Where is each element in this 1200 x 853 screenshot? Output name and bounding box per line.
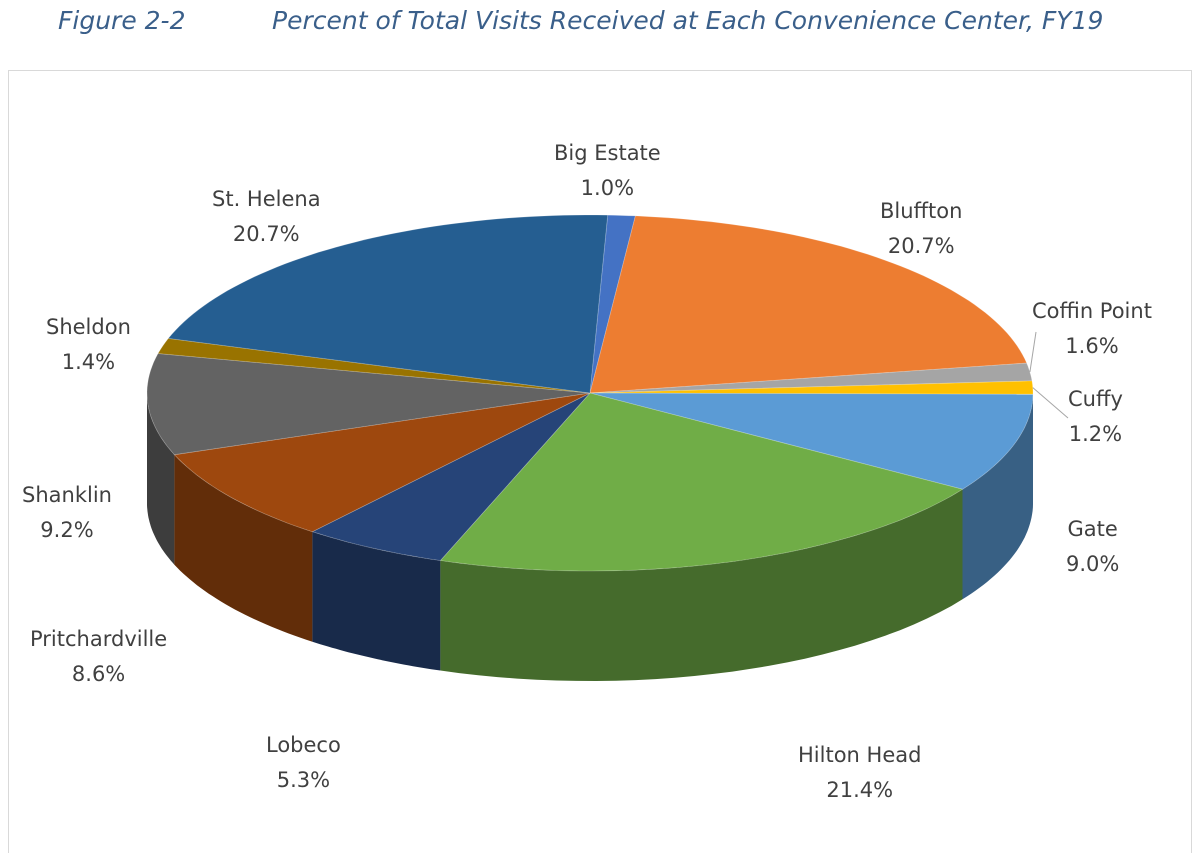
slice-value: 20.7%: [232, 222, 300, 246]
slice-side-gate: [962, 394, 1033, 600]
slice-gate: [589, 392, 1034, 490]
slice-name: Hilton Head: [798, 743, 922, 767]
slice-label-pritchardville: Pritchardville 8.6%: [30, 622, 167, 692]
chart-title: Percent of Total Visits Received at Each…: [272, 6, 1104, 35]
slice-label-hilton-head: Hilton Head 21.4%: [798, 738, 921, 808]
slice-value: 1.2%: [1068, 422, 1123, 446]
slice-side-hilton-head: [440, 489, 963, 681]
slice-label-st-helena: St. Helena 20.7%: [212, 182, 321, 252]
slice-value: 1.0%: [580, 176, 635, 200]
slice-value: 9.2%: [40, 518, 94, 542]
slice-name: Shanklin: [22, 483, 112, 507]
slice-side-pritchardville: [174, 454, 313, 642]
figure-label: Figure 2-2: [58, 6, 186, 35]
slice-label-lobeco: Lobeco 5.3%: [266, 728, 341, 798]
slice-label-cuffy: Cuffy 1.2%: [1068, 382, 1123, 452]
slice-label-bluffton: Bluffton 20.7%: [880, 194, 962, 264]
slice-name: Sheldon: [46, 315, 131, 339]
slice-bluffton: [589, 215, 1028, 394]
slice-value: 1.6%: [1065, 334, 1119, 358]
leader-line-coffin-point: [1029, 331, 1037, 373]
slice-st-helena: [167, 214, 609, 394]
slice-value: 5.3%: [276, 768, 331, 792]
leader-line-cuffy: [1032, 387, 1069, 419]
slice-label-gate: Gate 9.0%: [1066, 512, 1119, 582]
slice-label-coffin-point: Coffin Point 1.6%: [1032, 294, 1152, 364]
slice-label-big-estate: Big Estate 1.0%: [554, 136, 661, 206]
slice-label-shanklin: Shanklin 9.2%: [22, 478, 112, 548]
slice-value: 8.6%: [71, 662, 126, 686]
slice-name: Lobeco: [266, 733, 341, 757]
slice-shanklin: [146, 353, 591, 456]
slice-name: Cuffy: [1068, 387, 1123, 411]
slice-name: Gate: [1067, 517, 1118, 541]
slice-label-sheldon: Sheldon 1.4%: [46, 310, 131, 380]
slice-side-lobeco: [312, 531, 441, 671]
slice-hilton-head: [439, 392, 964, 572]
slice-value: 20.7%: [887, 234, 955, 258]
chart-frame: [8, 70, 1192, 853]
slice-lobeco: [311, 392, 591, 561]
slice-value: 9.0%: [1066, 552, 1120, 576]
slice-name: St. Helena: [212, 187, 321, 211]
slice-name: Coffin Point: [1032, 299, 1152, 323]
slice-side-shanklin: [147, 393, 175, 565]
slice-name: Bluffton: [880, 199, 963, 223]
slice-value: 1.4%: [61, 350, 116, 374]
slice-value: 21.4%: [826, 778, 894, 802]
slice-name: Big Estate: [554, 141, 661, 165]
slice-pritchardville: [173, 392, 591, 533]
slice-name: Pritchardville: [30, 627, 168, 651]
